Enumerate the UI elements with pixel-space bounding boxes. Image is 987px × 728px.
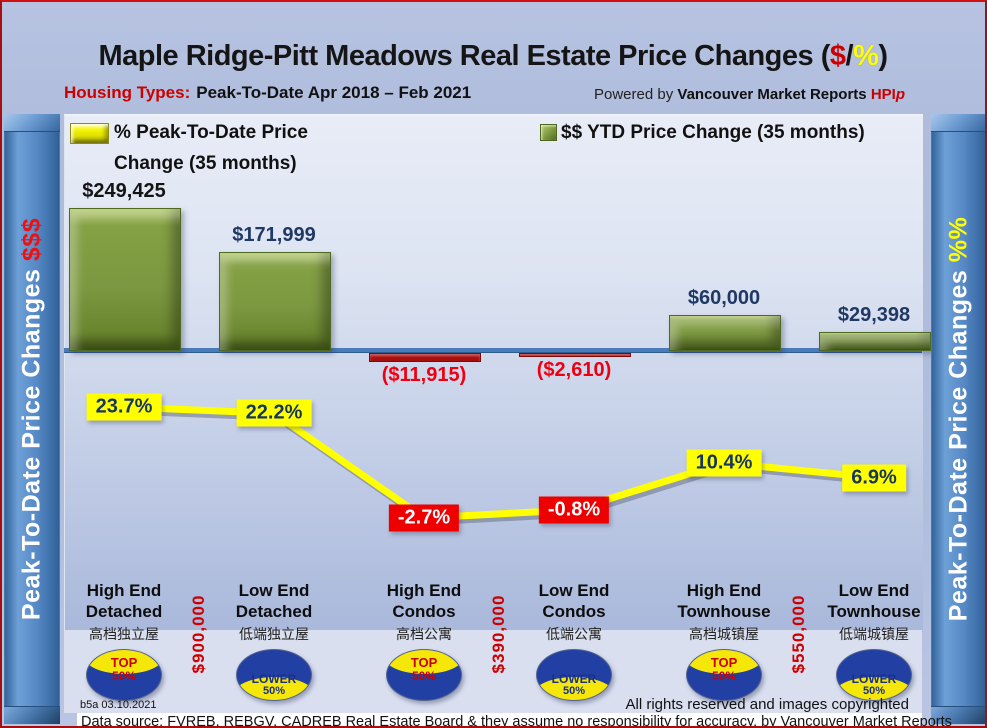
category-chinese-label: 高档城镇屋: [689, 626, 759, 642]
category-label: Low End Townhouse: [827, 581, 921, 621]
hpi-label: HPI: [870, 86, 896, 103]
legend-percent-line2: Change (35 months): [114, 153, 297, 174]
brand-name: Vancouver Market Reports: [677, 86, 867, 103]
legend-swatch-dollar-icon: [540, 124, 557, 141]
page-title: Maple Ridge-Pitt Meadows Real Estate Pri…: [62, 40, 924, 73]
percent-line-chart: [120, 403, 881, 526]
data-source-note: Data source: FVREB, REBGV, CADREB Real E…: [81, 714, 952, 728]
source-strip: [77, 713, 922, 726]
right-axis-title: Peak-To-Date Price Changes %%: [945, 217, 974, 621]
category-block: High End Detached 高档独立屋 TOP 50%: [49, 580, 199, 701]
title-slash: /: [845, 40, 854, 72]
category-chinese-label: 高档公寓: [396, 626, 452, 642]
copyright-note: All rights reserved and images copyright…: [625, 696, 909, 713]
category-label: High End Condos: [386, 581, 462, 621]
category-chinese-label: 低端公寓: [546, 626, 602, 642]
pct-point-label: 6.9%: [842, 464, 906, 492]
bar: [519, 353, 631, 357]
bar: [219, 252, 331, 351]
left-axis-dollar-suffix: $$$: [17, 217, 46, 262]
bar: [819, 332, 931, 351]
category-block: Low End Townhouse 低端城镇屋 LOWER 50%: [799, 580, 949, 701]
legend-percent-line1: % Peak-To-Date Price: [114, 122, 308, 143]
tier-badge-icon: TOP 50%: [386, 649, 462, 701]
category-block: High End Townhouse 高档城镇屋 TOP 50%: [649, 580, 799, 701]
title-close-paren: ): [878, 40, 888, 72]
category-chinese-label: 高档独立屋: [89, 626, 159, 642]
bar-value-label: $29,398: [837, 304, 911, 326]
banner-cap-icon: [4, 114, 60, 132]
plot-area: [64, 114, 923, 632]
pct-point-label: 22.2%: [236, 399, 312, 427]
bar-value-label: $171,999: [232, 224, 316, 246]
category-block: Low End Condos 低端公寓 LOWER 50%: [499, 580, 649, 701]
left-axis-banner: Peak-To-Date Price Changes $$$: [4, 114, 60, 724]
powered-by: Powered by Vancouver Market Reports HPIp: [594, 86, 905, 103]
category-block: High End Condos 高档公寓 TOP 50%: [349, 580, 499, 701]
hpi-p-label: p: [895, 86, 905, 103]
pct-point-label: -0.8%: [538, 496, 610, 524]
category-label: Low End Detached: [235, 581, 313, 621]
category-chinese-label: 低端城镇屋: [839, 626, 909, 642]
banner-cap-icon: [931, 114, 985, 132]
bar-value-label: $60,000: [687, 287, 761, 309]
benchmark-price: $550,000: [789, 594, 808, 674]
category-panel: [64, 630, 922, 713]
housing-types-label: Housing Types:: [64, 83, 191, 102]
category-label: High End Townhouse: [677, 581, 771, 621]
powered-by-prefix: Powered by: [594, 86, 678, 103]
tier-badge-icon: TOP 50%: [86, 649, 162, 701]
category-label: High End Detached: [85, 581, 163, 621]
banner-cap-icon: [4, 706, 60, 724]
category-block: Low End Detached 低端独立屋 LOWER 50%: [199, 580, 349, 701]
subtitle: Housing Types: Peak-To-Date Apr 2018 – Fe…: [64, 83, 471, 103]
category-label: Low End Condos: [538, 581, 610, 621]
zero-axis-line: [64, 348, 922, 353]
benchmark-price: $390,000: [489, 594, 508, 674]
title-percent-symbol: %: [853, 40, 879, 72]
bar-value-label: ($2,610): [536, 359, 612, 381]
bar: [69, 208, 181, 351]
pct-point-label: 23.7%: [86, 393, 162, 421]
right-axis-banner: Peak-To-Date Price Changes %%: [931, 114, 985, 724]
legend-swatch-percent-icon: [70, 123, 109, 144]
pct-point-label: -2.7%: [388, 504, 460, 532]
pct-point-label: 10.4%: [686, 449, 762, 477]
version-stamp: b5a 03.10.2021: [80, 699, 157, 711]
bar-value-label: ($11,915): [381, 364, 467, 386]
bar-value-label: $249,425: [82, 180, 166, 202]
title-text: Maple Ridge-Pitt Meadows Real Estate Pri…: [98, 40, 830, 72]
title-dollar-symbol: $: [829, 40, 846, 72]
tier-badge-icon: LOWER 50%: [236, 649, 312, 701]
banner-cap-icon: [931, 706, 985, 724]
right-axis-percent-suffix: %%: [944, 216, 973, 263]
left-axis-title: Peak-To-Date Price Changes $$$: [18, 218, 47, 620]
tier-badge-icon: LOWER 50%: [836, 649, 912, 701]
legend-percent-label: % Peak-To-Date Price Change (35 months): [114, 117, 308, 179]
tier-badge-icon: LOWER 50%: [536, 649, 612, 701]
tier-badge-icon: TOP 50%: [686, 649, 762, 701]
bar: [669, 315, 781, 351]
legend-dollar-label: $$ YTD Price Change (35 months): [561, 122, 865, 143]
date-range-label: Peak-To-Date Apr 2018 – Feb 2021: [196, 83, 472, 102]
benchmark-price: $900,000: [189, 594, 208, 674]
right-axis-text: Peak-To-Date Price Changes: [944, 262, 973, 622]
category-chinese-label: 低端独立屋: [239, 626, 309, 642]
left-axis-text: Peak-To-Date Price Changes: [17, 261, 46, 621]
bar: [369, 353, 481, 362]
